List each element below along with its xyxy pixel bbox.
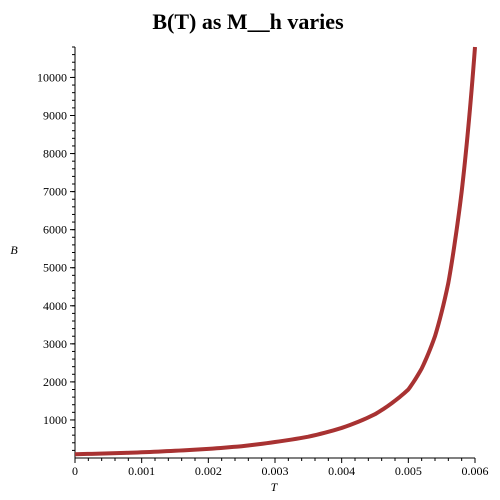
y-tick-label: 9000 [43,109,67,123]
x-ticks: 0 0.001 0.002 0.003 0.004 0.005 0.006 [72,458,489,478]
y-ticks: 1000 2000 3000 4000 5000 6000 7000 8000 9000 1000… [37,46,75,451]
y-tick-label: 1000 [43,413,67,427]
x-tick-label: 0 [72,464,78,478]
series-layer [74,46,477,457]
x-tick-label: 0.004 [328,464,355,478]
y-tick-label: 2000 [43,375,67,389]
y-tick-label: 5000 [43,261,67,275]
x-tick-label: 0.006 [462,464,489,478]
y-tick-label: 7000 [43,185,67,199]
y-tick-label: 8000 [43,147,67,161]
y-tick-label: 4000 [43,299,67,313]
axes [74,47,475,459]
chart-title: B(T) as M__h varies [152,9,344,34]
x-tick-label: 0.002 [195,464,222,478]
y-tick-label: 6000 [43,223,67,237]
x-axis-label: T [271,480,279,494]
x-tick-label: 0.005 [395,464,422,478]
y-tick-label: 3000 [43,337,67,351]
y-axis-label: B [10,243,18,257]
y-tick-label: 10000 [37,70,67,84]
series-line [74,46,477,457]
x-tick-label: 0.003 [262,464,289,478]
x-tick-label: 0.001 [128,464,155,478]
